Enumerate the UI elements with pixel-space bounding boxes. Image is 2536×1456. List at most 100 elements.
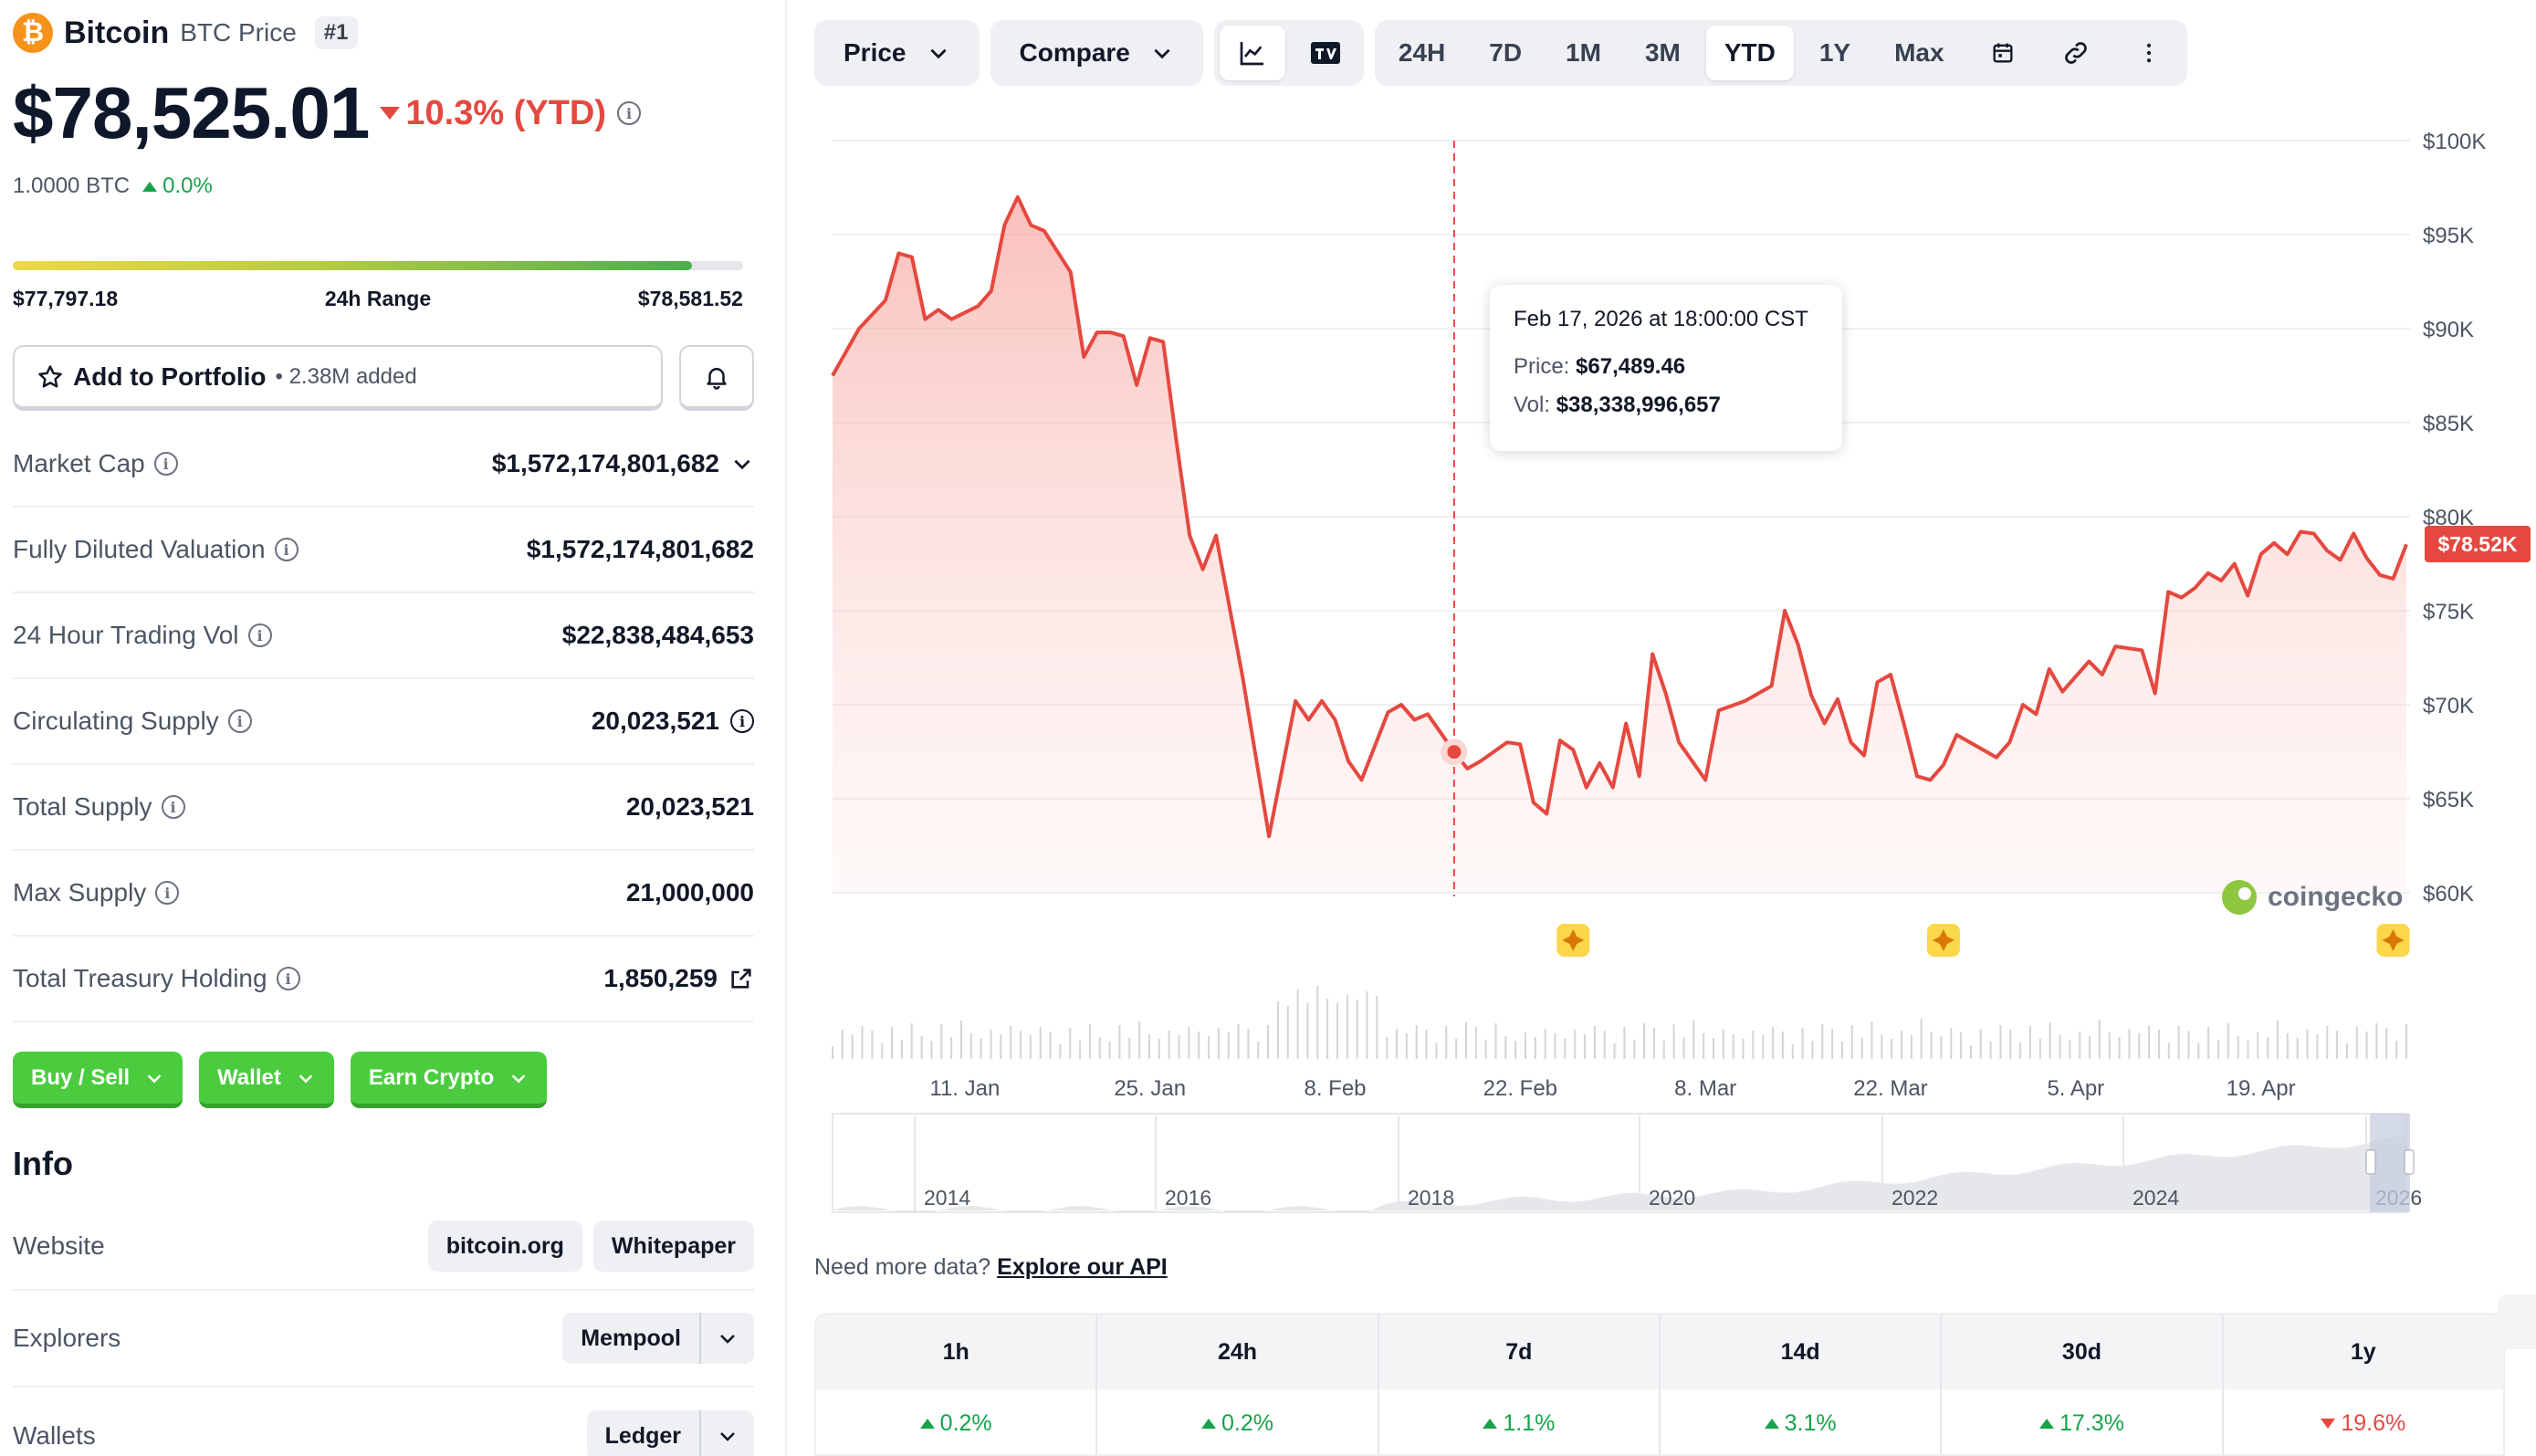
volume-bar	[891, 1027, 894, 1059]
add-to-portfolio-button[interactable]: Add to Portfolio • 2.38M added	[13, 345, 663, 411]
tradingview-icon	[1310, 42, 1340, 64]
volume-bar	[1989, 1042, 1992, 1059]
buy-sell-button[interactable]: Buy / Sell	[13, 1052, 183, 1108]
price-row: $78,525.01 10.3% (YTD) i	[13, 71, 642, 155]
caret-down-icon	[380, 107, 401, 120]
side-panel-tab[interactable]	[2498, 1294, 2536, 1349]
wallet-dropdown[interactable]: Ledger	[586, 1410, 754, 1456]
chevron-down-icon	[147, 1074, 162, 1083]
price-chart[interactable]: $100K$95K$90K$85K$80K$75K$70K$65K$60K 11…	[803, 110, 2536, 1223]
volume-bar	[1020, 1031, 1022, 1059]
volume-bar	[930, 1041, 933, 1059]
coingecko-logo-icon	[2222, 880, 2257, 915]
website-link[interactable]: bitcoin.org	[427, 1220, 582, 1272]
wallet-label: Wallet	[217, 1064, 281, 1090]
volume-bar	[1623, 1027, 1626, 1059]
portfolio-added-count: • 2.38M added	[275, 363, 417, 389]
info-icon[interactable]: i	[247, 623, 272, 647]
volume-bar	[1227, 1032, 1230, 1059]
volume-bar	[2038, 1039, 2041, 1059]
info-icon[interactable]: i	[274, 538, 299, 561]
watermark-text: coingecko	[2268, 882, 2404, 912]
volume-bar	[1088, 1024, 1091, 1059]
volume-bar	[2395, 1041, 2398, 1059]
range-24h-labels: $77,797.18 24h Range $78,581.52	[13, 287, 743, 311]
volume-bar	[969, 1033, 972, 1059]
volume-bar	[2118, 1037, 2121, 1059]
caret-up-icon	[2039, 1419, 2055, 1429]
volume-bar	[1484, 1040, 1487, 1059]
info-icon[interactable]: i	[161, 795, 185, 819]
explorer-chevron[interactable]	[701, 1327, 754, 1349]
volume-bar	[1108, 1042, 1111, 1059]
info-icon[interactable]: i	[153, 452, 178, 476]
volume-bar	[1801, 1028, 1804, 1059]
stat-label: Circulating Supply i	[13, 707, 252, 736]
more-options-button[interactable]	[2116, 26, 2182, 80]
volume-bar	[1415, 1025, 1418, 1059]
volume-bar	[2385, 1028, 2388, 1059]
range-high: $78,581.52	[637, 287, 743, 310]
volume-bar	[1850, 1025, 1853, 1059]
explorer-link[interactable]: Mempool	[562, 1313, 701, 1364]
volume-bar	[1079, 1041, 1082, 1059]
range-24h-bar	[13, 261, 743, 270]
info-icon[interactable]: i	[276, 967, 300, 990]
info-icon[interactable]: i	[227, 709, 252, 733]
date-picker-button[interactable]	[1970, 26, 2036, 80]
compare-dropdown[interactable]: Compare	[990, 20, 1203, 86]
earn-crypto-button[interactable]: Earn Crypto	[350, 1052, 548, 1108]
volume-bar	[1198, 1032, 1200, 1059]
y-tick-label: $65K	[2423, 788, 2474, 812]
stat-label: Total Treasury Holding i	[13, 964, 300, 993]
volume-bar	[1168, 1031, 1170, 1059]
stat-value[interactable]: $1,572,174,801,682	[492, 449, 754, 478]
price-change: 10.3% (YTD)	[380, 94, 606, 133]
range-1y-button[interactable]: 1Y	[1818, 38, 1851, 67]
volume-bar	[1356, 1000, 1358, 1059]
volume-bar	[1039, 1027, 1042, 1059]
info-icon[interactable]: i	[617, 101, 642, 125]
navigator-selection	[2370, 1114, 2410, 1212]
range-7d-button[interactable]: 7D	[1489, 38, 1523, 67]
volume-bar	[2375, 1023, 2378, 1059]
column-divider	[785, 0, 787, 1456]
wallet-link[interactable]: Ledger	[587, 1410, 701, 1456]
price-line	[831, 194, 2408, 839]
volume-bar	[2009, 1030, 2012, 1059]
range-max-button[interactable]: Max	[1894, 38, 1944, 67]
volume-bar	[1920, 1019, 1923, 1059]
volume-bar	[2019, 1042, 2022, 1059]
tooltip-volume: Vol: $38,338,996,657	[1514, 393, 1818, 418]
volume-bar	[1445, 1026, 1448, 1059]
volume-bar	[1742, 1039, 1745, 1059]
explore-api-link[interactable]: Explore our API	[997, 1254, 1168, 1280]
volume-bar	[1930, 1032, 1933, 1059]
info-explorers-label: Explorers	[13, 1324, 121, 1352]
wallet-button[interactable]: Wallet	[199, 1052, 334, 1108]
explorer-dropdown[interactable]: Mempool	[562, 1313, 754, 1364]
volume-bar	[1950, 1028, 1953, 1059]
range-3m-button[interactable]: 3M	[1644, 38, 1681, 67]
whitepaper-link[interactable]: Whitepaper	[592, 1220, 754, 1272]
price-alert-button[interactable]	[679, 345, 754, 411]
tradingview-button[interactable]	[1293, 26, 1358, 80]
volume-bar	[1376, 996, 1378, 1059]
line-chart-button[interactable]	[1219, 26, 1285, 80]
wallet-chevron[interactable]	[701, 1425, 754, 1447]
info-icon[interactable]: i	[155, 881, 180, 905]
price-metric-dropdown[interactable]: Price	[814, 20, 980, 86]
stat-value[interactable]: 1,850,259	[603, 964, 754, 993]
range-navigator[interactable]: 2014201620182020202220242026	[832, 1113, 2422, 1213]
chevron-down-icon	[1154, 48, 1170, 59]
stat-circulating-supply: Circulating Supply i 20,023,521 i	[13, 679, 754, 765]
range-1m-button[interactable]: 1M	[1566, 38, 1601, 67]
perf-header-14d: 14d	[1661, 1315, 1943, 1389]
supply-info-icon[interactable]: i	[730, 709, 754, 733]
range-24h-button[interactable]: 24H	[1398, 38, 1446, 67]
sparkle-icon	[1562, 929, 1585, 951]
volume-bar	[940, 1024, 943, 1059]
tooltip-price: Price: $67,489.46	[1514, 354, 1818, 380]
share-link-button[interactable]	[2043, 26, 2109, 80]
range-ytd-button[interactable]: YTD	[1705, 26, 1794, 80]
